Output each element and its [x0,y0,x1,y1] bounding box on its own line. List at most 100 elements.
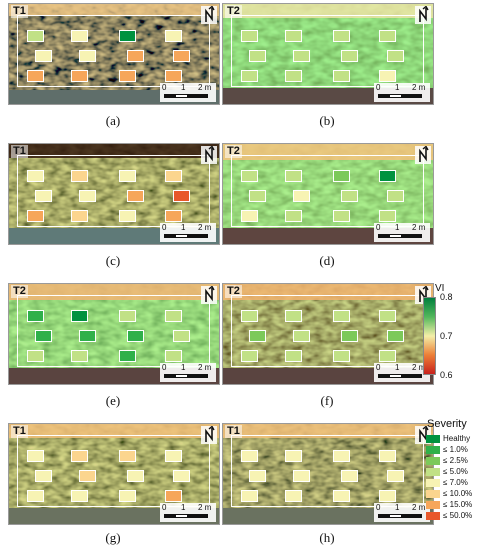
scale-bar: 0 1 2 m [374,503,430,522]
caption-e: (e) [105,393,121,408]
sample-tile [173,470,190,482]
sample-tile [241,170,258,182]
vi-gradient [423,297,436,375]
sample-tile [333,210,350,222]
scale-bar: 0 1 2 m [374,83,430,102]
sample-tile [119,170,136,182]
sample-tile [285,170,302,182]
caption-f: (f) [320,393,334,408]
severity-swatch [426,512,440,520]
sample-tile [127,50,144,62]
scale-bar: 0 1 2 m [374,223,430,242]
caption-c: (c) [105,253,121,268]
sample-tile [173,50,190,62]
scale-label-0: 0 [376,83,381,92]
sample-tile [285,70,302,82]
sample-tile [71,490,88,502]
sample-tile [341,190,358,202]
sample-tile [27,490,44,502]
sample-tile [119,490,136,502]
sample-tile [379,310,396,322]
sample-tile [165,70,182,82]
severity-legend-item: ≤ 5.0% [426,467,482,477]
sample-tile [333,70,350,82]
scale-label-2: 2 m [412,363,426,372]
scale-bar: 0 1 2 m [374,363,430,382]
sample-tile [71,450,88,462]
severity-legend-item: ≤ 2.5% [426,456,482,466]
sample-tile [165,310,182,322]
scale-label-1: 1 [395,223,400,232]
scale-label-2: 2 m [412,223,426,232]
sample-tile [333,170,350,182]
north-arrow-icon [201,5,217,24]
sample-tile [341,470,358,482]
severity-swatch [426,479,440,487]
severity-swatch [426,501,440,509]
sample-tile [173,330,190,342]
sample-tile [285,450,302,462]
sample-tile [79,330,96,342]
sample-tile [387,190,404,202]
scale-label-1: 1 [181,83,186,92]
sample-tile [173,190,190,202]
panel-c: T1 0 1 2 m [8,143,220,245]
sample-tile [387,50,404,62]
sample-tile [293,190,310,202]
field-plot-outline [231,155,424,227]
sample-tile [333,350,350,362]
sample-tile [127,330,144,342]
severity-legend-item: Healthy [426,434,482,444]
scale-label-0: 0 [162,223,167,232]
severity-swatch [426,435,440,443]
scale-label-2: 2 m [198,83,212,92]
sample-tile [241,450,258,462]
scale-bar: 0 1 2 m [160,83,216,102]
sample-tile [165,450,182,462]
sample-tile [119,450,136,462]
sample-tile [285,30,302,42]
sample-tile [379,350,396,362]
field-plot-outline [17,435,210,507]
caption-h: (h) [319,530,335,545]
field-plot-outline [231,15,424,87]
sample-tile [71,310,88,322]
sample-tile [285,310,302,322]
severity-label: ≤ 7.0% [443,478,468,487]
caption-d: (d) [319,253,335,268]
scale-label-0: 0 [376,503,381,512]
severity-label: ≤ 15.0% [443,500,473,509]
sample-tile [293,470,310,482]
sample-tile [35,470,52,482]
sample-tile [119,30,136,42]
severity-swatch [426,457,440,465]
sample-tile [35,50,52,62]
period-label: T2 [11,285,28,298]
scale-label-0: 0 [162,363,167,372]
sample-tile [27,210,44,222]
sample-tile [285,210,302,222]
north-arrow-icon [201,285,217,304]
sample-tile [71,70,88,82]
sample-tile [165,490,182,502]
sample-tile [119,70,136,82]
severity-legend-item: ≤ 1.0% [426,445,482,455]
scale-label-1: 1 [181,503,186,512]
panel-g: T1 0 1 2 m [8,423,220,525]
sample-tile [27,30,44,42]
severity-legend: Severity Healthy ≤ 1.0% ≤ 2.5% ≤ 5.0% ≤ … [423,418,482,528]
sample-tile [27,70,44,82]
sample-tile [71,170,88,182]
scale-bar: 0 1 2 m [160,503,216,522]
scale-label-2: 2 m [198,363,212,372]
sample-tile [249,470,266,482]
sample-tile [241,490,258,502]
panel-e: T2 0 1 2 m [8,283,220,385]
scale-label-1: 1 [181,223,186,232]
sample-tile [165,210,182,222]
sample-tile [293,330,310,342]
sample-tile [241,30,258,42]
panel-a: T1 0 1 2 m [8,3,220,105]
severity-label: ≤ 5.0% [443,467,468,476]
sample-tile [241,310,258,322]
